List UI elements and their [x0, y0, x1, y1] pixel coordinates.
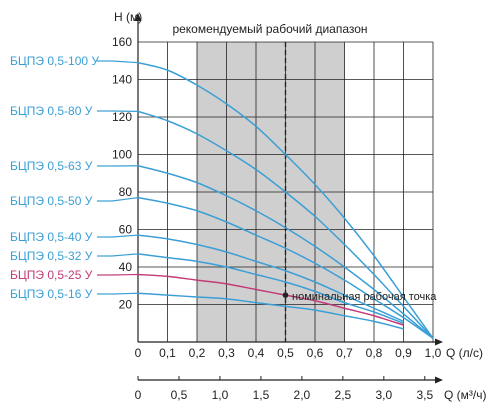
- series-label: БЦПЭ 0,5-32 У: [10, 249, 93, 263]
- series-curve: [137, 196, 434, 339]
- series-curve: [137, 110, 434, 339]
- x-tick-label: 1,0: [425, 346, 442, 360]
- series-leader-line: [111, 273, 139, 276]
- x-tick-label: 0,2: [189, 346, 206, 360]
- x-tick-label: 0,9: [395, 346, 412, 360]
- x-tick-label: 0,7: [336, 346, 353, 360]
- x-tick-label: 0,8: [366, 346, 383, 360]
- plot-area: [134, 13, 443, 384]
- series-leader-line: [111, 253, 139, 257]
- series-leader-line: [111, 292, 139, 295]
- series-curve: [137, 292, 404, 330]
- x2-tick-label: 3,0: [375, 388, 392, 402]
- x2-tick-label: 2,0: [294, 388, 311, 402]
- series-curve: [137, 253, 404, 324]
- nominal-point-marker: [282, 292, 289, 298]
- x-tick-label: 0,6: [307, 346, 324, 360]
- y-tick-label: 140: [112, 73, 132, 87]
- series-label: БЦПЭ 0,5-25 У: [10, 268, 93, 282]
- y-tick-label: 160: [112, 35, 132, 49]
- y-axis-arrow: [134, 13, 142, 21]
- x-axis-title: Q (л/с): [446, 346, 483, 360]
- y-tick-label: 100: [112, 148, 132, 162]
- nominal-point-label: номинальная рабочая точка: [292, 291, 437, 303]
- x2-axis-title: Q (м³/ч): [444, 388, 487, 402]
- x2-tick-label: 0,5: [171, 388, 188, 402]
- series-label: БЦПЭ 0,5-40 У: [10, 230, 93, 244]
- x2-axis-arrow: [435, 376, 443, 384]
- x-tick-label: 0,4: [248, 346, 265, 360]
- series-curve: [137, 273, 404, 326]
- x2-tick-label: 3,5: [416, 388, 433, 402]
- x-tick-label: 0,5: [277, 346, 294, 360]
- series-curve: [137, 61, 434, 339]
- recommended-range-title: рекомендуемый рабочий диапазон: [172, 22, 367, 36]
- x-tick-label: 0,3: [218, 346, 235, 360]
- series-leader-line: [111, 60, 139, 64]
- y-tick-label: 60: [119, 223, 133, 237]
- y-tick-label: 40: [119, 260, 133, 274]
- series-label: БЦПЭ 0,5-50 У: [10, 194, 93, 208]
- y-tick-label: 80: [119, 185, 133, 199]
- series-label: БЦПЭ 0,5-80 У: [10, 104, 93, 118]
- y-axis-title: H (м): [114, 10, 142, 24]
- y-tick-label: 20: [119, 298, 133, 312]
- series-curve: [137, 234, 404, 323]
- series-label: БЦПЭ 0,5-100 У: [10, 54, 99, 68]
- series-curve: [137, 165, 434, 339]
- x-tick-label: 0,1: [159, 346, 176, 360]
- y-tick-label: 120: [112, 110, 132, 124]
- x2-tick-label: 1,5: [253, 388, 270, 402]
- x2-tick-label: 0: [135, 388, 142, 402]
- x-axis-arrow: [435, 338, 443, 346]
- x-tick-label: 0: [135, 346, 142, 360]
- series-label: БЦПЭ 0,5-16 У: [10, 287, 93, 301]
- x2-tick-label: 1,0: [212, 388, 229, 402]
- series-label: БЦПЭ 0,5-63 У: [10, 159, 93, 173]
- series-leader-line: [111, 234, 139, 238]
- series-leader-line: [111, 197, 139, 202]
- x2-tick-label: 2,5: [335, 388, 352, 402]
